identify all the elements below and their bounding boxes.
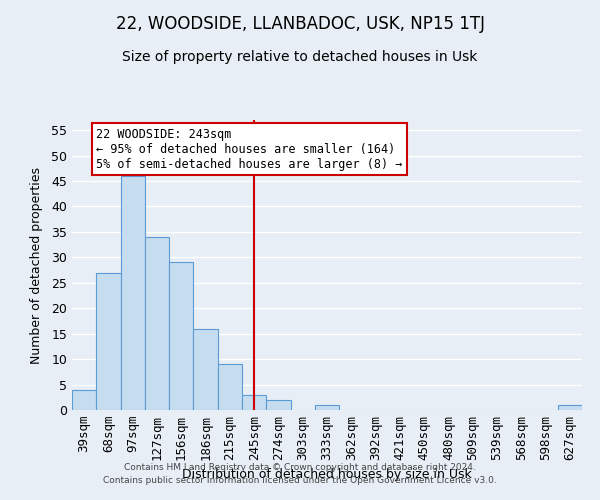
Bar [72,390,96,410]
Text: Contains HM Land Registry data © Crown copyright and database right 2024.
Contai: Contains HM Land Registry data © Crown c… [103,463,497,485]
Bar [242,394,266,410]
Bar [558,405,582,410]
Text: Size of property relative to detached houses in Usk: Size of property relative to detached ho… [122,50,478,64]
Bar [315,405,339,410]
Bar [266,400,290,410]
Bar [193,328,218,410]
Bar [218,364,242,410]
Text: 22 WOODSIDE: 243sqm
← 95% of detached houses are smaller (164)
5% of semi-detach: 22 WOODSIDE: 243sqm ← 95% of detached ho… [96,128,403,170]
Bar [169,262,193,410]
Bar [145,237,169,410]
Y-axis label: Number of detached properties: Number of detached properties [30,166,43,364]
X-axis label: Distribution of detached houses by size in Usk: Distribution of detached houses by size … [182,468,472,481]
Text: 22, WOODSIDE, LLANBADOC, USK, NP15 1TJ: 22, WOODSIDE, LLANBADOC, USK, NP15 1TJ [115,15,485,33]
Bar [96,272,121,410]
Bar [121,176,145,410]
